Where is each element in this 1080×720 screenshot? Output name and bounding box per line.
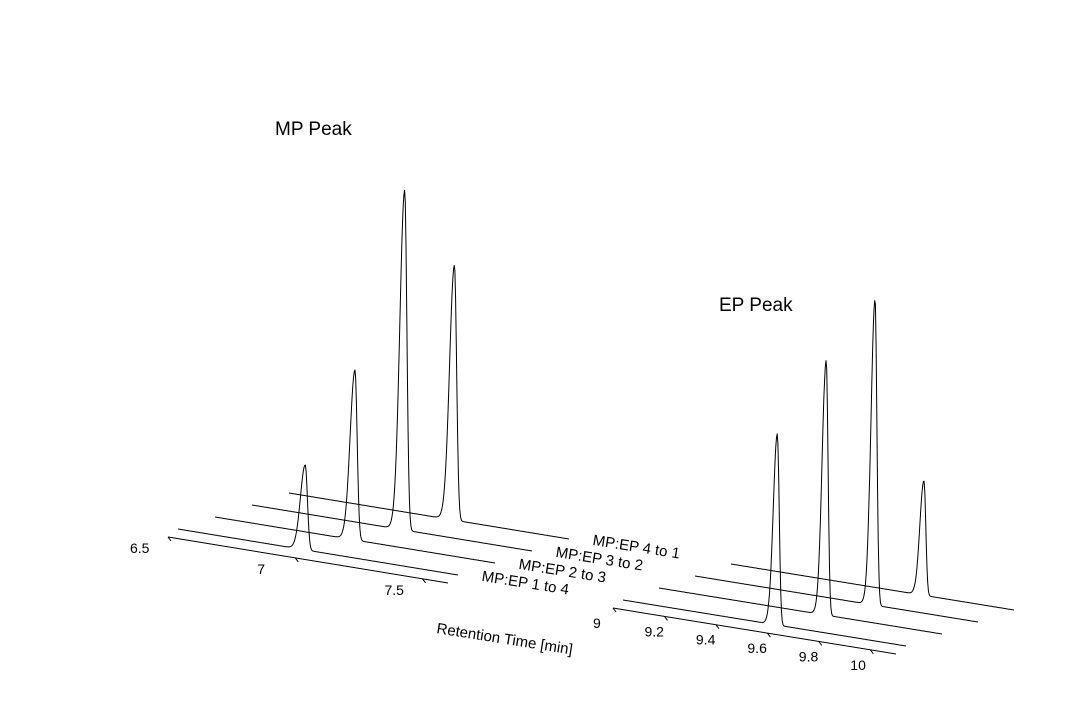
trace-mp-1 <box>177 464 459 576</box>
x-tick-label: 9 <box>593 615 601 631</box>
trace-ep-4 <box>730 480 1015 611</box>
x-tick-label: 10 <box>850 657 866 673</box>
trace-mp-3 <box>251 189 533 552</box>
x-tick <box>422 578 426 584</box>
x-tick-label: 7 <box>257 561 265 577</box>
x-axis-mp <box>167 536 449 584</box>
x-tick-label: 7.5 <box>385 582 405 598</box>
x-tick <box>612 607 617 613</box>
x-tick <box>767 632 771 638</box>
trace-ep-1 <box>622 433 907 647</box>
ep-peak-title: EP Peak <box>719 295 793 316</box>
x-tick <box>664 616 668 621</box>
mp-peak-title: MP Peak <box>275 119 352 140</box>
x-tick-label: 6.5 <box>130 540 150 556</box>
trace-ep-2 <box>658 360 943 635</box>
x-tick <box>715 624 720 630</box>
x-tick-label: 9.2 <box>645 623 665 639</box>
x-tick <box>167 536 172 542</box>
trace-ep-3 <box>694 300 979 623</box>
trace-mp-4 <box>288 265 570 540</box>
x-tick <box>294 557 299 563</box>
x-axis-label: Retention Time [min] <box>435 620 574 658</box>
x-tick-label: 9.8 <box>799 649 819 665</box>
trace-mp-2 <box>214 369 496 564</box>
x-tick <box>869 649 874 655</box>
x-axis-ep <box>612 607 897 655</box>
x-tick <box>818 641 823 646</box>
x-tick-label: 9.4 <box>696 632 716 648</box>
x-tick-label: 9.6 <box>747 640 767 656</box>
